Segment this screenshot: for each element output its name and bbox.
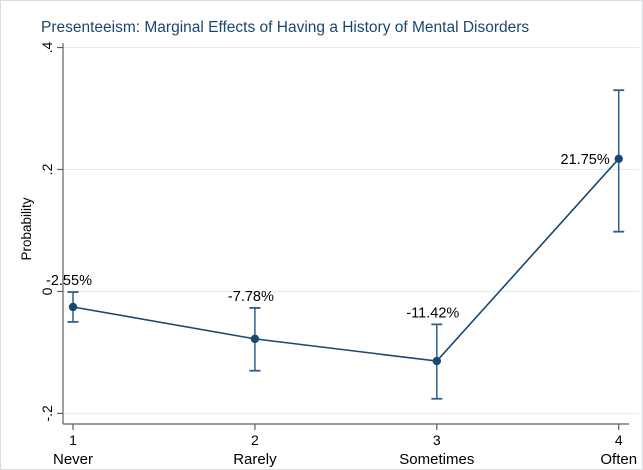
- data-point-marker: [432, 356, 442, 366]
- data-point-label: -2.55%: [46, 273, 92, 289]
- x-tick-label: 2: [251, 432, 259, 448]
- data-point-marker: [250, 334, 260, 344]
- series-line: [72, 158, 620, 362]
- x-category-label: Often: [600, 451, 637, 468]
- y-tick-label: -.2: [39, 405, 55, 422]
- chart-title: Presenteeism: Marginal Effects of Having…: [41, 19, 530, 36]
- x-tick-label: 1: [69, 432, 77, 448]
- x-tick-label: 4: [615, 432, 623, 448]
- data-point-label: -7.78%: [228, 289, 274, 305]
- y-tick-label: .4: [39, 41, 55, 53]
- x-tick-label: 3: [433, 432, 441, 448]
- y-axis-title: Probability: [19, 197, 34, 260]
- data-point-marker: [68, 302, 78, 312]
- data-point-label: -11.42%: [406, 305, 459, 321]
- y-tick-label: .2: [39, 163, 55, 175]
- x-category-label: Rarely: [233, 451, 277, 468]
- data-point-marker: [614, 154, 623, 164]
- data-point-label: 21.75%: [561, 152, 610, 168]
- x-category-label: Sometimes: [399, 451, 474, 468]
- x-category-label: Never: [53, 451, 93, 468]
- y-tick-label: 0: [39, 287, 55, 295]
